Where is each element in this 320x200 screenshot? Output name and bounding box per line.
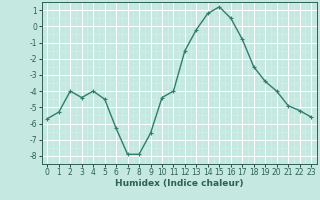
X-axis label: Humidex (Indice chaleur): Humidex (Indice chaleur) <box>115 179 244 188</box>
